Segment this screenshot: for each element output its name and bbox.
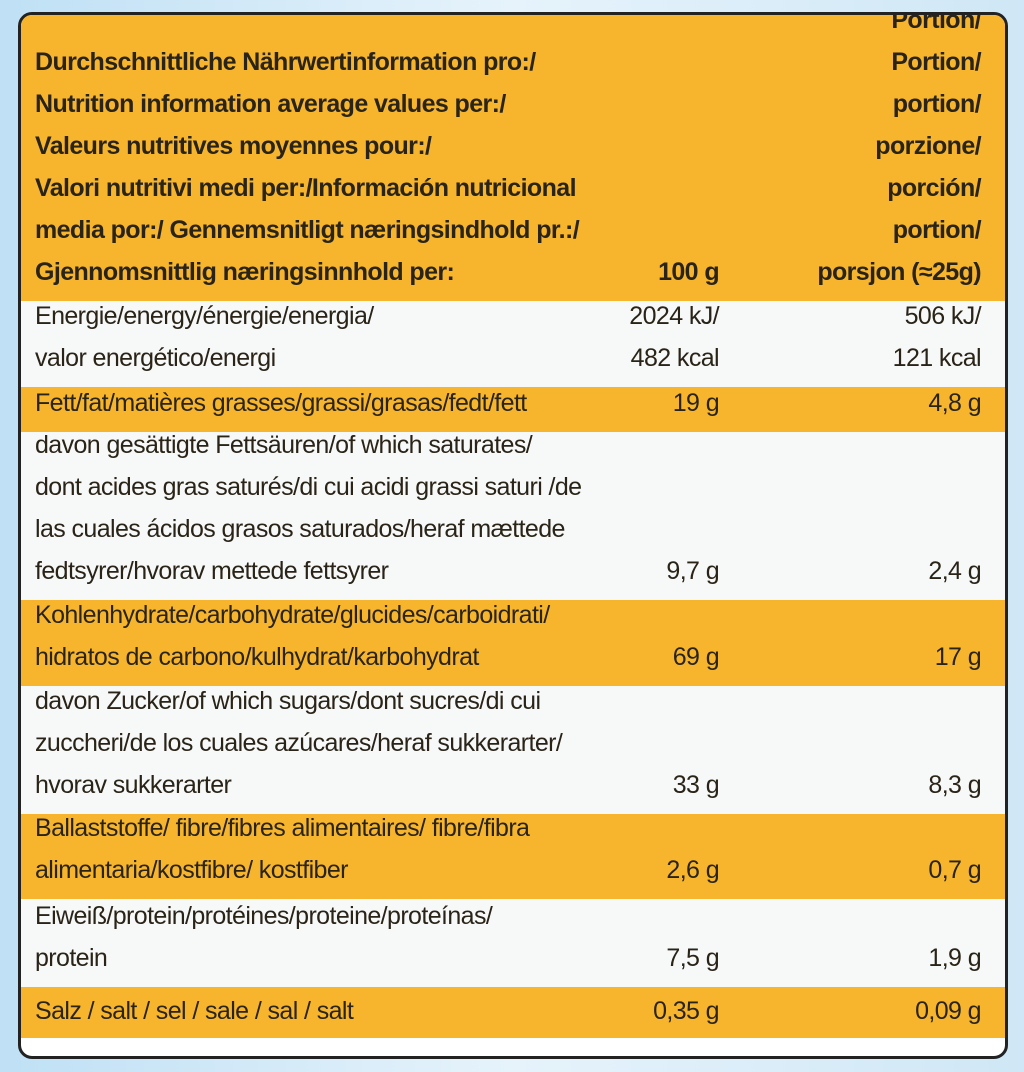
text-line: 2024 kJ/ bbox=[629, 302, 719, 330]
text-line: Ballaststoffe/ fibre/fibres alimentaires… bbox=[35, 814, 530, 842]
text-line: porsjon (≈25g) bbox=[817, 258, 981, 286]
text-line: 69 g bbox=[672, 643, 720, 671]
text-line: 8,3 g bbox=[928, 771, 981, 799]
text-line: 100 g bbox=[658, 258, 720, 286]
text-line: portion/ bbox=[892, 216, 982, 244]
text-line: 0,09 g bbox=[915, 997, 982, 1025]
text-line: 33 g bbox=[672, 771, 720, 799]
text-line: Portion/ bbox=[891, 48, 981, 76]
text-line: 9,7 g bbox=[666, 557, 719, 585]
per-100g: 69 g bbox=[672, 636, 720, 678]
text-line: Eiweiß/protein/protéines/proteine/proteí… bbox=[35, 902, 493, 930]
per-100g: 100 g bbox=[658, 251, 720, 293]
row-label: Ballaststoffe/ fibre/fibres alimentaires… bbox=[35, 807, 530, 891]
per-100g: 0,35 g bbox=[653, 990, 720, 1032]
text-line: Nutrition information average values per… bbox=[35, 90, 506, 118]
row-label: Kohlenhydrate/carbohydrate/glucides/carb… bbox=[35, 594, 550, 678]
row-label: Energie/energy/énergie/energia/valor ene… bbox=[35, 295, 374, 379]
nutrient-row: Kohlenhydrate/carbohydrate/glucides/carb… bbox=[21, 598, 1005, 684]
text-line: Fett/fat/matières grasses/grassi/grasas/… bbox=[35, 389, 527, 417]
text-line: Energie/energy/énergie/energia/ bbox=[35, 302, 374, 330]
nutrient-row: Eiweiß/protein/protéines/proteine/proteí… bbox=[21, 897, 1005, 985]
per-100g: 19 g bbox=[672, 382, 720, 424]
text-line: hvorav sukkerarter bbox=[35, 771, 232, 799]
per-100g: 2024 kJ/482 kcal bbox=[629, 295, 719, 379]
per-100g: 9,7 g bbox=[666, 550, 719, 592]
text-line: 0,7 g bbox=[928, 856, 981, 884]
text-line: Valeurs nutritives moyennes pour:/ bbox=[35, 132, 432, 160]
text-line: 506 kJ/ bbox=[904, 302, 982, 330]
row-label: Salz / salt / sel / sale / sal / salt bbox=[35, 990, 354, 1032]
text-line: porción/ bbox=[887, 174, 981, 202]
per-portion: 0,09 g bbox=[915, 990, 982, 1032]
text-line: protein bbox=[35, 944, 108, 972]
per-100g: 7,5 g bbox=[666, 937, 719, 979]
nutrient-row: davon Zucker/of which sugars/dont sucres… bbox=[21, 684, 1005, 812]
text-line: Valori nutritivi medi per:/Información n… bbox=[35, 174, 577, 202]
text-line: valor energético/energi bbox=[35, 344, 276, 372]
nutrition-table: Durchschnittliche Nährwertinformation pr… bbox=[18, 12, 1008, 1059]
text-line: 2,6 g bbox=[666, 856, 719, 884]
text-line: 0,35 g bbox=[653, 997, 720, 1025]
text-line: alimentaria/kostfibre/ kostfiber bbox=[35, 856, 348, 884]
per-portion: 17 g bbox=[934, 636, 982, 678]
per-portion: 0,7 g bbox=[928, 849, 981, 891]
text-line: portion/ bbox=[892, 90, 982, 118]
text-line: fedtsyrer/hvorav mettede fettsyrer bbox=[35, 557, 389, 585]
per-portion: 506 kJ/121 kcal bbox=[892, 295, 982, 379]
text-line: Salz / salt / sel / sale / sal / salt bbox=[35, 997, 354, 1025]
text-line: 121 kcal bbox=[892, 344, 982, 372]
text-line: 17 g bbox=[934, 643, 982, 671]
per-100g: 2,6 g bbox=[666, 849, 719, 891]
text-line: 2,4 g bbox=[928, 557, 981, 585]
row-label: Durchschnittliche Nährwertinformation pr… bbox=[35, 41, 580, 293]
per-portion: Portion/Portion/portion/porzione/porción… bbox=[817, 12, 982, 293]
text-line: zuccheri/de los cuales azúcares/heraf su… bbox=[35, 729, 563, 757]
text-line: media por:/ Gennemsnitligt næringsindhol… bbox=[35, 216, 580, 244]
text-line: Durchschnittliche Nährwertinformation pr… bbox=[35, 48, 536, 76]
row-label: Fett/fat/matières grasses/grassi/grasas/… bbox=[35, 382, 527, 424]
per-portion: 8,3 g bbox=[928, 764, 981, 806]
header-row: Durchschnittliche Nährwertinformation pr… bbox=[21, 15, 1005, 299]
text-line: hidratos de carbono/kulhydrat/karbohydra… bbox=[35, 643, 479, 671]
nutrient-row: Ballaststoffe/ fibre/fibres alimentaires… bbox=[21, 812, 1005, 897]
text-line: 482 kcal bbox=[630, 344, 720, 372]
text-line: las cuales ácidos grasos saturados/heraf… bbox=[35, 515, 565, 543]
nutrient-row: Energie/energy/énergie/energia/valor ene… bbox=[21, 299, 1005, 385]
row-label: davon Zucker/of which sugars/dont sucres… bbox=[35, 680, 563, 806]
nutrient-row: Salz / salt / sel / sale / sal / salt 0,3… bbox=[21, 985, 1005, 1038]
text-line: porzione/ bbox=[875, 132, 981, 160]
text-line: davon gesättigte Fettsäuren/of which sat… bbox=[35, 431, 533, 459]
text-line: Gjennomsnittlig næringsinnhold per: bbox=[35, 258, 455, 286]
row-label: davon gesättigte Fettsäuren/of which sat… bbox=[35, 424, 582, 592]
text-line: 7,5 g bbox=[666, 944, 719, 972]
per-portion: 1,9 g bbox=[928, 937, 981, 979]
per-100g: 33 g bbox=[672, 764, 720, 806]
text-line: 1,9 g bbox=[928, 944, 981, 972]
text-line: davon Zucker/of which sugars/dont sucres… bbox=[35, 687, 541, 715]
nutrient-row: Fett/fat/matières grasses/grassi/grasas/… bbox=[21, 385, 1005, 430]
nutrient-row: davon gesättigte Fettsäuren/of which sat… bbox=[21, 430, 1005, 598]
per-portion: 4,8 g bbox=[928, 382, 981, 424]
text-line: 4,8 g bbox=[928, 389, 981, 417]
text-line: Portion/ bbox=[891, 12, 981, 34]
per-portion: 2,4 g bbox=[928, 550, 981, 592]
row-label: Eiweiß/protein/protéines/proteine/proteí… bbox=[35, 895, 493, 979]
text-line: dont acides gras saturés/di cui acidi gr… bbox=[35, 473, 582, 501]
text-line: Kohlenhydrate/carbohydrate/glucides/carb… bbox=[35, 601, 550, 629]
text-line: 19 g bbox=[672, 389, 720, 417]
